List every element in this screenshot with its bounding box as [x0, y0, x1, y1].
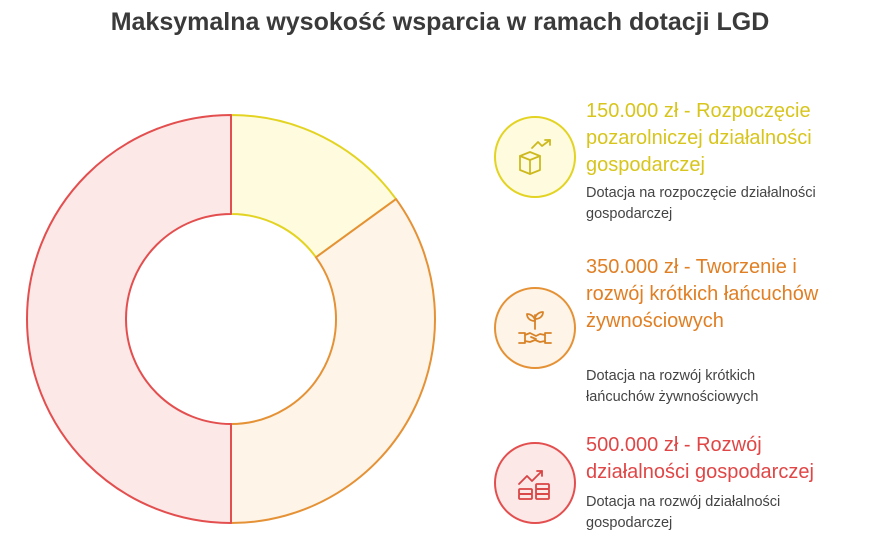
legend-icon-circle	[494, 287, 576, 369]
chart-title: Maksymalna wysokość wsparcia w ramach do…	[110, 8, 770, 36]
coins-growth-icon	[518, 470, 550, 500]
box-growth-icon	[519, 139, 551, 175]
legend-icon-circle	[494, 442, 576, 524]
legend-desc-startup: Dotacja na rozpoczęcie działalności gosp…	[586, 185, 816, 222]
donut-slice-business-development	[26, 114, 232, 524]
donut-slice-startup	[230, 114, 398, 259]
legend-desc-business-development: Dotacja na rozwój działalności gospodarc…	[586, 494, 781, 531]
legend-title-supply-chains: 350.000 zł - Tworzenie i rozwój krótkich…	[586, 256, 819, 332]
legend-title-business-development: 500.000 zł - Rozwój działalności gospoda…	[586, 434, 814, 483]
legend-desc-supply-chains: Dotacja na rozwój krótkich łańcuchów żyw…	[586, 368, 759, 405]
legend-icon-circle	[494, 116, 576, 198]
sprout-handshake-icon	[518, 311, 552, 344]
donut-slice-supply-chains	[230, 198, 436, 524]
legend-title-startup: 150.000 zł - Rozpoczęcie pozarolniczej d…	[586, 100, 812, 176]
